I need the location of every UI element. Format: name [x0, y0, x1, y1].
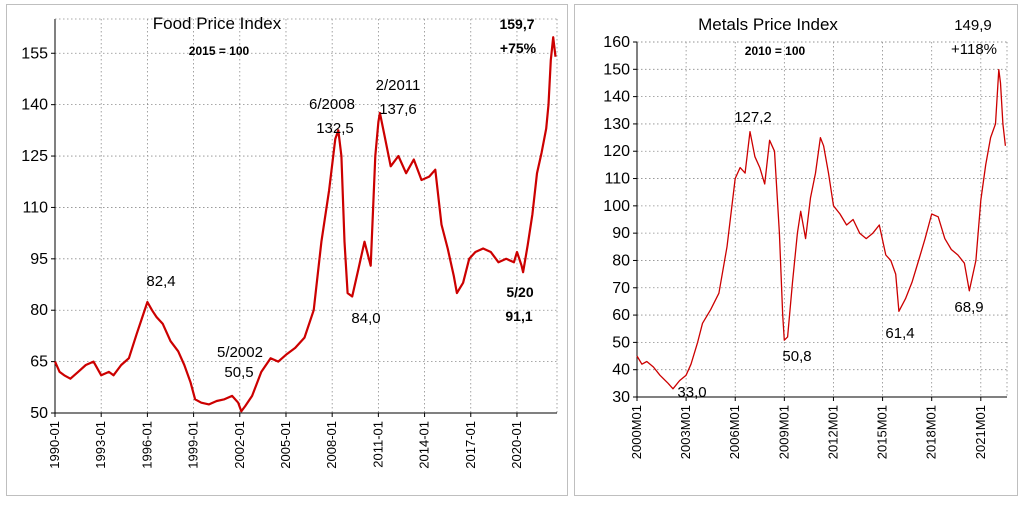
metals-annotation-latest-value: 149,9	[954, 17, 992, 34]
food-axes: 50 65 80 95 110 125 140 155 1990-01 1993-01 1996-0…	[21, 18, 558, 469]
food-chart-panel: 50 65 80 95 110 125 140 155 1990-01 1993-01 1996-0…	[6, 4, 568, 496]
food-x-tick-label: 1999-01	[186, 421, 201, 469]
metals-axes: 30 40 50 60 70 80 90 100 110 120 130 140 150 160 2000M…	[603, 34, 1008, 459]
metals-x-tick-label: 2015M01	[875, 405, 890, 459]
metals-y-tick-label: 140	[603, 89, 630, 106]
metals-chart-subtitle: 2010 = 100	[745, 44, 806, 58]
metals-grid	[636, 41, 1007, 398]
metals-y-tick-label: 150	[603, 61, 630, 78]
metals-y-tick-label: 70	[612, 280, 630, 297]
food-y-tick-label: 65	[30, 354, 48, 371]
metals-annotation-low-2016: 61,4	[885, 325, 914, 342]
food-chart-subtitle: 2015 = 100	[189, 44, 250, 58]
food-x-tick-label: 2017-01	[463, 421, 478, 469]
food-annotation-peak-1996: 82,4	[146, 273, 175, 290]
food-y-tick-label: 140	[21, 97, 48, 114]
metals-x-tick-label: 2009M01	[776, 405, 791, 459]
food-annotation-latest-change: +75%	[500, 40, 537, 56]
metals-annotation-peak-2006: 127,2	[734, 109, 772, 126]
food-annotation-latest-value: 159,7	[499, 16, 534, 32]
food-grid	[54, 19, 557, 414]
food-y-tick-label: 95	[30, 251, 48, 268]
metals-chart-panel: 30 40 50 60 70 80 90 100 110 120 130 140 150 160 2000M…	[574, 4, 1018, 496]
metals-y-tick-label: 50	[612, 334, 630, 351]
food-x-tick-label: 2014-01	[417, 421, 432, 469]
metals-y-tick-label: 40	[612, 362, 630, 379]
metals-annotation-low-2003: 33,0	[677, 384, 706, 401]
metals-annotation-low-2020: 68,9	[954, 299, 983, 316]
metals-annotation-latest-change: +118%	[951, 41, 997, 58]
food-annotation-date-2020: 5/20	[506, 284, 533, 300]
metals-y-tick-label: 110	[604, 171, 630, 188]
food-x-tick-label: 2020-01	[509, 421, 524, 469]
food-annotation-peak-2008: 132,5	[316, 120, 354, 137]
food-y-tick-label: 50	[30, 405, 48, 422]
food-y-tick-label: 110	[22, 199, 48, 216]
food-x-tick-label: 1990-01	[47, 421, 62, 469]
food-x-tick-label: 2005-01	[278, 421, 293, 469]
food-annotation-date-2011: 2/2011	[376, 77, 421, 94]
metals-x-tick-label: 2000M01	[629, 405, 644, 459]
metals-x-tick-label: 2003M01	[678, 405, 693, 459]
metals-y-tick-label: 90	[612, 225, 630, 242]
metals-x-tick-label: 2006M01	[727, 405, 742, 459]
food-chart-title: Food Price Index	[153, 14, 282, 33]
metals-y-tick-label: 100	[603, 198, 630, 215]
metals-y-tick-label: 80	[612, 252, 630, 269]
food-annotation-date-2002: 5/2002	[217, 344, 263, 361]
metals-y-tick-label: 130	[603, 116, 630, 133]
food-x-tick-label: 2011-01	[370, 421, 385, 468]
food-y-tick-label: 125	[21, 148, 48, 165]
metals-series-line	[636, 68, 1007, 390]
food-annotations: 82,4 5/2002 50,5 6/2008 132,5 84,0 2/201…	[146, 16, 536, 381]
metals-y-tick-label: 30	[612, 389, 630, 406]
food-x-tick-label: 2008-01	[324, 421, 339, 469]
food-annotation-low-2009: 84,0	[351, 310, 380, 327]
metals-y-tick-label: 160	[603, 34, 630, 51]
food-y-tick-label: 80	[30, 302, 48, 319]
metals-price-index-chart: 30 40 50 60 70 80 90 100 110 120 130 140 150 160 2000M…	[603, 15, 1008, 459]
food-annotation-low-2020: 91,1	[505, 308, 532, 324]
metals-x-tick-label: 2018M01	[924, 405, 939, 459]
food-x-tick-label: 1996-01	[139, 421, 154, 469]
metals-y-tick-label: 60	[612, 307, 630, 324]
food-y-tick-label: 155	[21, 45, 48, 62]
food-series	[53, 36, 557, 413]
food-annotation-peak-2011: 137,6	[379, 101, 417, 118]
metals-series	[636, 68, 1007, 390]
metals-x-tick-label: 2021M01	[973, 405, 988, 459]
food-series-line	[53, 36, 557, 413]
metals-annotation-low-2009: 50,8	[782, 348, 811, 365]
metals-y-tick-label: 120	[603, 143, 630, 160]
food-annotation-low-2002: 50,5	[224, 364, 253, 381]
food-x-tick-label: 1993-01	[93, 421, 108, 469]
metals-chart-title: Metals Price Index	[698, 15, 838, 34]
metals-annotations: 33,0 127,2 50,8 61,4 68,9 149,9 +118%	[677, 17, 997, 401]
food-price-index-chart: 50 65 80 95 110 125 140 155 1990-01 1993-01 1996-0…	[21, 14, 558, 469]
food-annotation-date-2008: 6/2008	[309, 96, 355, 113]
food-x-tick-label: 2002-01	[232, 421, 247, 469]
metals-x-tick-label: 2012M01	[825, 405, 840, 459]
